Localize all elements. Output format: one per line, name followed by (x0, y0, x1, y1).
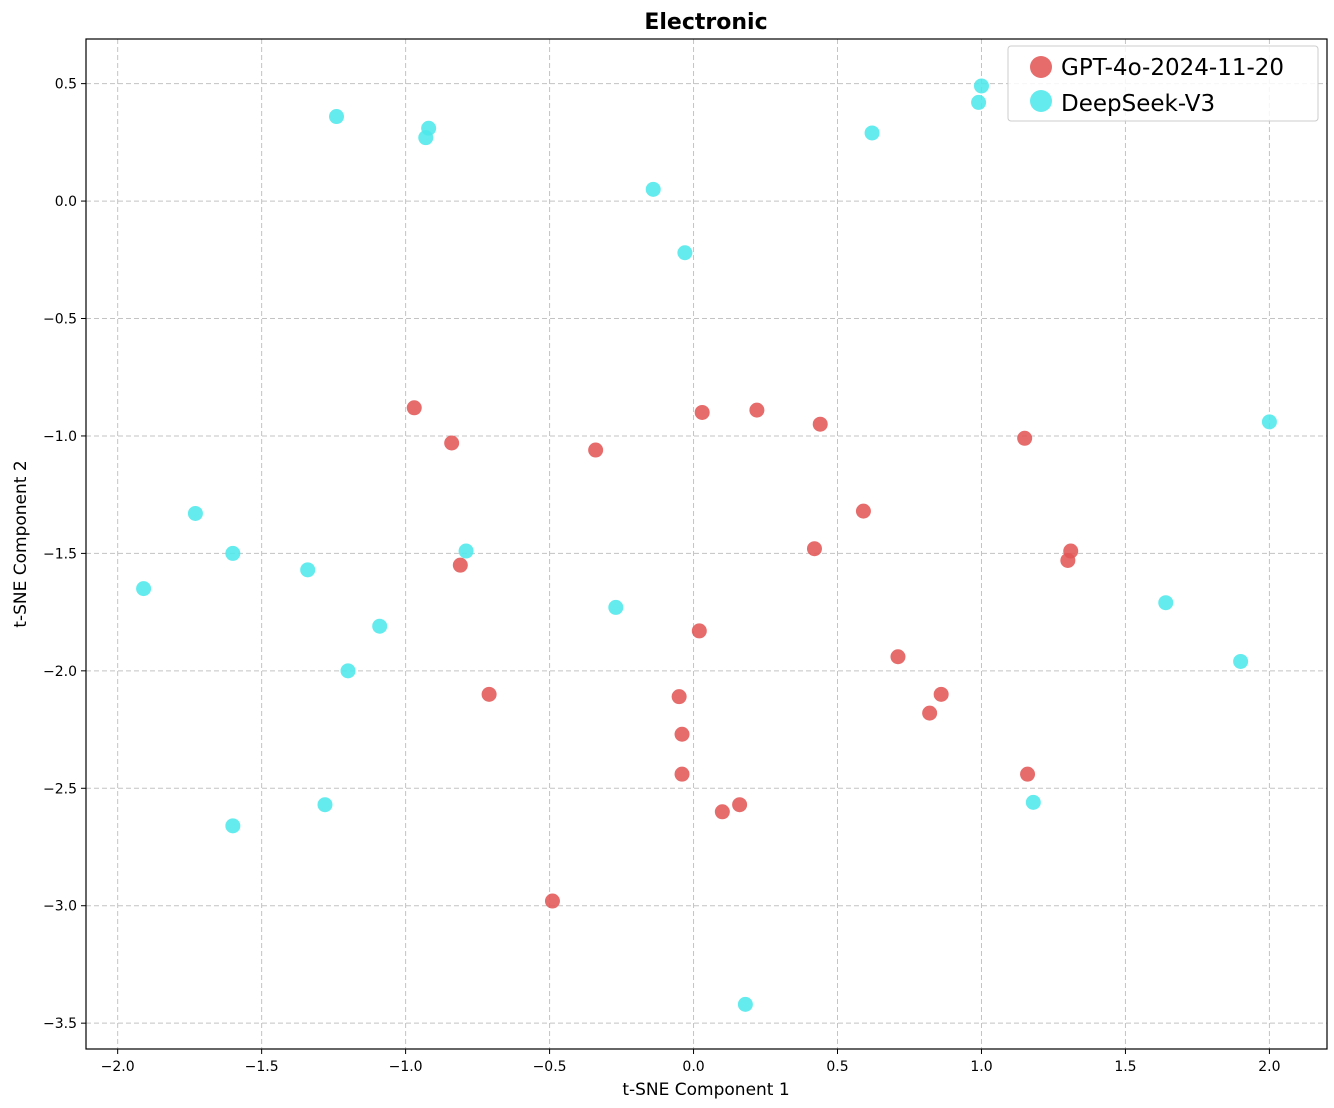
legend-marker-gpt4o (1030, 56, 1052, 78)
deepseek-point (340, 663, 356, 679)
y-tick-label: −1.0 (43, 429, 77, 445)
gpt4o-point (1017, 430, 1033, 446)
deepseek-point (737, 996, 753, 1012)
y-tick-label: −2.0 (43, 664, 77, 680)
deepseek-point (971, 94, 987, 110)
deepseek-point (645, 181, 661, 197)
y-tick-label: −3.5 (43, 1016, 77, 1032)
x-tick-label: −1.5 (245, 1059, 279, 1075)
grid-lines (86, 39, 1327, 1049)
gpt4o-point (691, 623, 707, 639)
gpt4o-point (1060, 552, 1076, 568)
y-axis-ticks: 0.5 0.0 −0.5 −1.0 −1.5 −2.0 −2.5 −3.0 −3.5 (43, 77, 86, 1032)
gpt4o-point (671, 689, 687, 705)
deepseek-point (458, 543, 474, 559)
gpt4o-point (481, 686, 497, 702)
legend-box (1007, 45, 1319, 122)
deepseek-point (187, 505, 203, 521)
deepseek-point (418, 130, 434, 146)
gpt4o-point (544, 893, 560, 909)
deepseek-point (1233, 653, 1249, 669)
deepseek-point (1158, 595, 1174, 611)
y-tick-label: −2.5 (43, 781, 77, 797)
plot-frame (85, 38, 1328, 1050)
gpt4o-point (806, 541, 822, 557)
x-tick-label: −2.0 (101, 1059, 135, 1075)
y-tick-label: 0.0 (55, 194, 77, 210)
legend-marker-deepseek (1030, 90, 1052, 112)
deepseek-point (864, 125, 880, 141)
deepseek-point (608, 599, 624, 615)
gpt4o-point (714, 804, 730, 820)
deepseek-point (973, 78, 989, 94)
gpt4o-point (694, 404, 710, 420)
gpt4o-point (444, 435, 460, 451)
deepseek-point (1261, 414, 1277, 430)
x-tick-label: 0.0 (682, 1059, 704, 1075)
gpt4o-point (922, 705, 938, 721)
x-tick-label: 1.5 (1114, 1059, 1136, 1075)
gpt4o-point (732, 797, 748, 813)
gpt4o-point (674, 726, 690, 742)
gpt4o-point (749, 402, 765, 418)
gpt4o-point (406, 400, 422, 416)
gpt4o-point (933, 686, 949, 702)
y-tick-label: −3.0 (43, 899, 77, 915)
legend-label-deepseek: DeepSeek-V3 (1061, 91, 1215, 117)
deepseek-point (372, 618, 388, 634)
x-tick-label: −1.0 (389, 1059, 423, 1075)
y-axis-label: t-SNE Component 2 (11, 460, 31, 627)
gpt4o-point (812, 416, 828, 432)
deepseek-point (225, 545, 241, 561)
gpt4o-point (1020, 766, 1036, 782)
deepseek-point (329, 109, 345, 125)
deepseek-point (1025, 794, 1041, 810)
gpt4o-point (890, 649, 906, 665)
x-tick-label: 0.5 (826, 1059, 848, 1075)
legend-label-gpt4o: GPT-4o-2024-11-20 (1061, 55, 1284, 81)
y-tick-label: −0.5 (43, 312, 77, 328)
x-tick-label: −0.5 (533, 1059, 567, 1075)
gpt4o-point (674, 766, 690, 782)
deepseek-point (136, 581, 152, 597)
x-tick-label: 1.0 (970, 1059, 992, 1075)
gpt4o-point (588, 442, 604, 458)
deepseek-point (677, 245, 693, 261)
deepseek-point (317, 797, 333, 813)
legend: GPT-4o-2024-11-20 DeepSeek-V3 (1007, 45, 1319, 122)
x-axis-ticks: −2.0 −1.5 −1.0 −0.5 0.0 0.5 1.0 1.5 2.0 (101, 1049, 1281, 1075)
y-tick-label: −1.5 (43, 546, 77, 562)
gpt4o-point (855, 503, 871, 519)
chart-title: Electronic (644, 10, 767, 35)
data-points (136, 78, 1277, 1012)
x-axis-label: t-SNE Component 1 (622, 1080, 789, 1100)
deepseek-point (225, 818, 241, 834)
gpt4o-point (452, 557, 468, 573)
deepseek-point (300, 562, 316, 578)
y-tick-label: 0.5 (55, 77, 77, 93)
x-tick-label: 2.0 (1258, 1059, 1280, 1075)
